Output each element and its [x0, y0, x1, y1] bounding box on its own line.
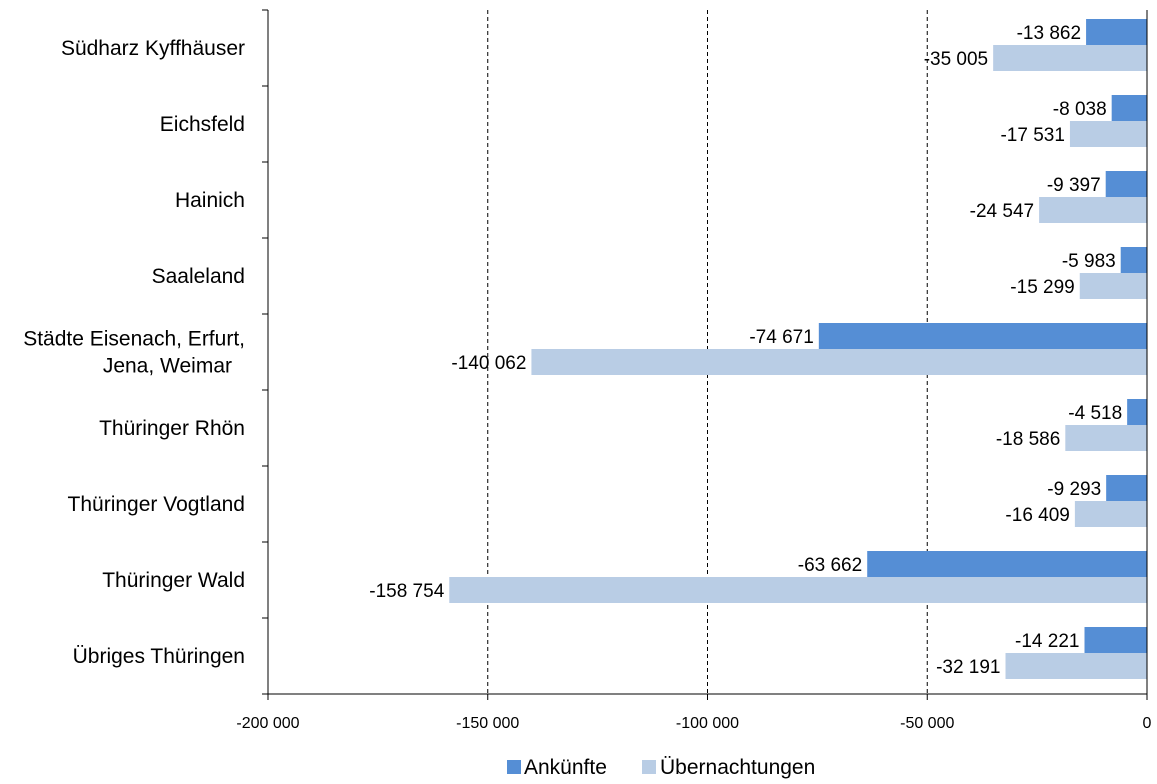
bar-uebernachtungen [1005, 653, 1147, 679]
bar-ankuenfte [1106, 475, 1147, 501]
category-label: Städte Eisenach, Erfurt, [23, 328, 245, 351]
category-label: Saaleland [152, 265, 245, 288]
category-label: Eichsfeld [160, 113, 245, 136]
legend-swatch-uebernachtungen [642, 760, 656, 774]
data-label-ankuenfte: -5 983 [1062, 251, 1116, 272]
data-label-uebernachtungen: -35 005 [924, 49, 988, 70]
bar-uebernachtungen [449, 577, 1147, 603]
category-label: Thüringer Rhön [99, 417, 245, 440]
bar-uebernachtungen [531, 349, 1147, 375]
category-label: Übriges Thüringen [73, 645, 245, 668]
data-label-ankuenfte: -14 221 [1015, 631, 1079, 652]
category-label: Südharz Kyffhäuser [61, 37, 245, 60]
bar-uebernachtungen [1074, 501, 1147, 527]
bar-ankuenfte [1105, 171, 1147, 197]
data-label-uebernachtungen: -15 299 [1010, 277, 1074, 298]
data-label-ankuenfte: -9 293 [1047, 479, 1101, 500]
bar-ankuenfte [1120, 247, 1147, 273]
data-label-uebernachtungen: -32 191 [936, 657, 1000, 678]
data-label-ankuenfte: -4 518 [1068, 403, 1122, 424]
data-label-uebernachtungen: -140 062 [451, 353, 526, 374]
data-label-ankuenfte: -63 662 [798, 555, 862, 576]
x-tick-label: 0 [1143, 715, 1152, 732]
bar-ankuenfte [1086, 19, 1147, 45]
x-tick-label: -50 000 [900, 715, 954, 732]
legend-swatch-ankuenfte [507, 760, 521, 774]
data-label-uebernachtungen: -17 531 [1000, 125, 1064, 146]
bar-uebernachtungen [1079, 273, 1147, 299]
bar-uebernachtungen [1069, 121, 1147, 147]
data-label-ankuenfte: -9 397 [1047, 175, 1101, 196]
x-tick-label: -200 000 [236, 715, 299, 732]
category-label: Jena, Weimar [103, 355, 232, 378]
legend-label-ankuenfte: Ankünfte [524, 756, 607, 779]
data-label-uebernachtungen: -18 586 [996, 429, 1060, 450]
bar-ankuenfte [818, 323, 1147, 349]
x-tick-label: -100 000 [676, 715, 739, 732]
category-label: Hainich [175, 189, 245, 212]
bar-uebernachtungen [1039, 197, 1147, 223]
data-label-ankuenfte: -74 671 [749, 327, 813, 348]
category-label: Thüringer Vogtland [68, 493, 245, 516]
x-tick-label: -150 000 [456, 715, 519, 732]
legend-label-uebernachtungen: Übernachtungen [660, 756, 815, 779]
bar-ankuenfte [1127, 399, 1147, 425]
bar-ankuenfte [867, 551, 1147, 577]
bar-uebernachtungen [1065, 425, 1147, 451]
bar-uebernachtungen [993, 45, 1147, 71]
data-label-uebernachtungen: -24 547 [970, 201, 1034, 222]
data-label-uebernachtungen: -158 754 [369, 581, 444, 602]
data-label-uebernachtungen: -16 409 [1005, 505, 1069, 526]
data-label-ankuenfte: -8 038 [1053, 99, 1107, 120]
category-label: Thüringer Wald [102, 569, 245, 592]
data-label-ankuenfte: -13 862 [1017, 23, 1081, 44]
bar-ankuenfte [1084, 627, 1147, 653]
bar-ankuenfte [1111, 95, 1147, 121]
